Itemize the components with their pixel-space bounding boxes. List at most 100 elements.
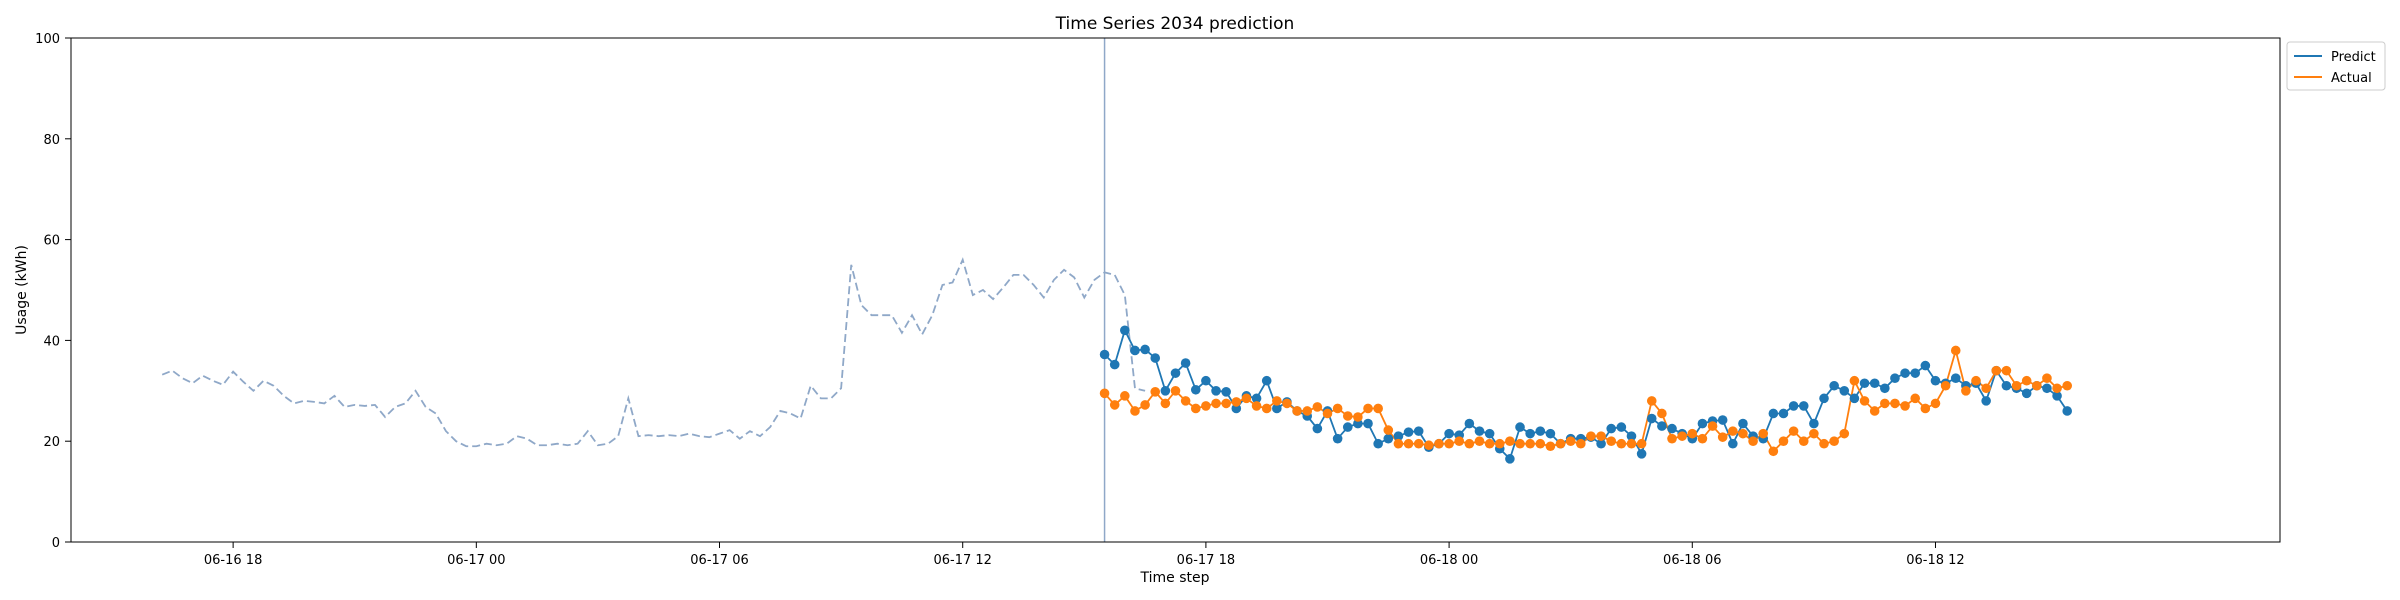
predict-point [1626, 431, 1637, 441]
actual-point [1717, 432, 1728, 442]
actual-point [1109, 400, 1120, 410]
predict-point [1272, 403, 1282, 414]
actual-point [1160, 398, 1171, 409]
actual-point [1809, 428, 1819, 439]
actual-point [1535, 438, 1546, 449]
actual-point [1190, 403, 1201, 414]
predict-point [1120, 325, 1130, 336]
actual-point [1444, 438, 1454, 449]
actual-point [1940, 380, 1951, 391]
actual-point [1971, 375, 1981, 386]
actual-point [1494, 438, 1505, 449]
predict-point [1484, 428, 1495, 439]
actual-point [1211, 398, 1221, 409]
actual-point [1920, 403, 1931, 414]
actual-point [1657, 408, 1667, 419]
actual-point [1505, 436, 1515, 447]
predict-point [2062, 406, 2073, 416]
actual-point [1778, 436, 1789, 447]
predict-point [1920, 360, 1931, 371]
actual-point [1758, 428, 1769, 439]
actual-point [1261, 403, 1272, 414]
y-tick-label: 60 [43, 234, 60, 249]
actual-point [2011, 380, 2022, 391]
actual-point [1606, 436, 1617, 447]
predict-point [1616, 422, 1627, 432]
actual-point [1403, 438, 1414, 449]
x-axis: 06-16 18 06-17 00 06-17 06 06-17 12 06-17 18… [204, 542, 1965, 568]
predict-point [1261, 375, 1272, 386]
actual-point [1636, 438, 1647, 449]
actual-point [1950, 345, 1961, 356]
actual-point [1201, 401, 1211, 411]
predict-point [1180, 358, 1191, 368]
predict-point [1788, 401, 1799, 411]
x-tick-label: 06-18 06 [1663, 553, 1721, 568]
predict-point [1636, 449, 1647, 459]
predict-point [1880, 383, 1890, 394]
actual-point [1282, 398, 1292, 409]
actual-point [1738, 428, 1748, 439]
predict-point [1728, 438, 1738, 449]
actual-point [2001, 365, 2012, 376]
predict-point [1950, 373, 1961, 384]
actual-point [1646, 396, 1657, 406]
predict-point [1109, 359, 1120, 370]
predict-point [1768, 408, 1779, 419]
actual-point [2021, 375, 2032, 386]
predict-point [1464, 418, 1475, 429]
y-axis: 0 20 40 60 80 100 [35, 32, 71, 551]
actual-point [1798, 436, 1809, 447]
x-tick-label: 06-17 12 [933, 553, 991, 568]
actual-point [1322, 408, 1333, 419]
x-tick-label: 06-17 06 [690, 553, 748, 568]
predict-point [1413, 426, 1424, 436]
actual-point [1890, 398, 1900, 409]
predict-point [1596, 438, 1606, 449]
actual-point [2042, 373, 2052, 384]
actual-point [1768, 446, 1779, 457]
predict-point [2052, 391, 2062, 401]
actual-point [1221, 398, 1231, 409]
predict-point [1849, 393, 1860, 404]
actual-point [1859, 396, 1870, 406]
predict-point [1910, 368, 1921, 378]
predict-point [1535, 426, 1546, 436]
actual-point [2032, 380, 2042, 391]
predict-point [1890, 373, 1900, 384]
predict-point [1099, 349, 1110, 360]
actual-point [1525, 438, 1535, 449]
y-tick-label: 20 [43, 435, 60, 450]
actual-point [1576, 438, 1586, 449]
predict-point [1332, 433, 1343, 444]
predict-point [1981, 396, 1991, 406]
actual-point [1667, 433, 1677, 444]
actual-point [1616, 438, 1627, 449]
actual-point [1596, 431, 1606, 441]
predict-point [1798, 401, 1809, 411]
actual-point [1251, 401, 1262, 411]
x-tick-label: 06-17 18 [1177, 553, 1235, 568]
actual-point [1383, 425, 1394, 435]
actual-point [1707, 421, 1718, 431]
actual-point [1272, 396, 1282, 406]
x-tick-label: 06-18 00 [1420, 553, 1478, 568]
legend: Predict Actual [2286, 41, 2386, 91]
predict-point [1190, 384, 1201, 395]
predict-point [1697, 418, 1708, 429]
actual-point [1880, 398, 1890, 409]
plot-area [71, 38, 2280, 542]
actual-point [1241, 393, 1252, 404]
predict-point [1869, 378, 1880, 389]
predict-point [1778, 408, 1789, 419]
actual-point [1991, 365, 2002, 376]
actual-point [1140, 400, 1150, 410]
predict-point [1160, 386, 1171, 396]
series-layer [161, 38, 2073, 542]
actual-point [1961, 386, 1971, 396]
actual-point [1302, 406, 1313, 416]
predict-point [1667, 423, 1677, 434]
legend-actual-label: Actual [2331, 71, 2372, 86]
predict-point [1930, 375, 1941, 386]
predict-point [1393, 431, 1404, 441]
